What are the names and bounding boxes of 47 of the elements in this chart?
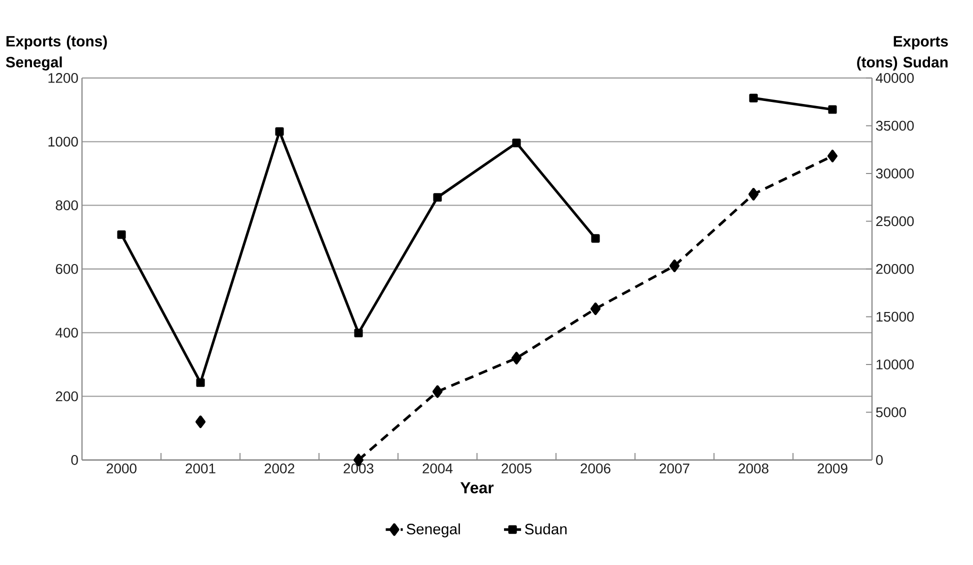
y2-tick-label: 25000 xyxy=(876,216,914,226)
y2-tick-label: 15000 xyxy=(876,312,914,322)
point xyxy=(196,378,205,387)
x-tick-label: 2007 xyxy=(660,464,690,474)
y-tick-label: 1200 xyxy=(48,73,78,83)
y-axis-title: Exports (tons) Senegal xyxy=(6,36,107,70)
x-tick-label: 2005 xyxy=(502,464,532,474)
point xyxy=(749,94,758,102)
y2-tick-label: 10000 xyxy=(876,360,914,370)
y-tick-label: 400 xyxy=(56,328,78,338)
y-tick-label: 800 xyxy=(56,200,78,210)
legend-label: Sudan xyxy=(525,523,567,534)
point xyxy=(275,127,284,136)
y-tick-label: 0 xyxy=(71,455,78,465)
point xyxy=(195,416,206,428)
legend-label: Senegal xyxy=(406,523,460,538)
point xyxy=(512,138,521,148)
x-tick-label: 2000 xyxy=(106,464,136,474)
y-tick-label: 200 xyxy=(56,391,78,402)
y-tick-label: 1000 xyxy=(48,136,78,147)
y2-tick-label: 35000 xyxy=(876,120,914,131)
point xyxy=(828,105,837,114)
y2-axis-title: Exports (tons) Sudan xyxy=(857,36,948,70)
x-tick-label: 2003 xyxy=(344,464,374,474)
x-tick-label: 2004 xyxy=(422,464,453,474)
point xyxy=(590,302,601,316)
point xyxy=(432,385,443,398)
y2-tick-label: 0 xyxy=(876,455,883,465)
point xyxy=(669,260,680,272)
point xyxy=(433,193,442,202)
y2-tick-label: 30000 xyxy=(876,168,914,178)
x-axis-title: Year xyxy=(460,482,494,494)
point xyxy=(117,230,126,239)
point xyxy=(827,150,838,162)
y-tick-label: 600 xyxy=(56,264,78,274)
x-tick-label: 2008 xyxy=(738,464,768,474)
y2-tick-label: 5000 xyxy=(876,407,906,418)
point xyxy=(511,352,522,364)
x-tick-label: 2002 xyxy=(264,464,294,474)
x-tick-label: 2009 xyxy=(818,464,848,474)
point xyxy=(591,234,600,243)
y2-tick-label: 40000 xyxy=(876,73,914,83)
point xyxy=(354,328,363,338)
x-tick-label: 2001 xyxy=(186,464,216,474)
x-tick-label: 2006 xyxy=(580,464,610,474)
point xyxy=(748,188,759,200)
y2-tick-label: 20000 xyxy=(876,264,914,274)
